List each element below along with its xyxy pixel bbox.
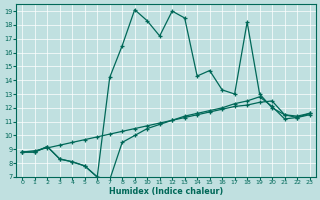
X-axis label: Humidex (Indice chaleur): Humidex (Indice chaleur)	[109, 187, 223, 196]
